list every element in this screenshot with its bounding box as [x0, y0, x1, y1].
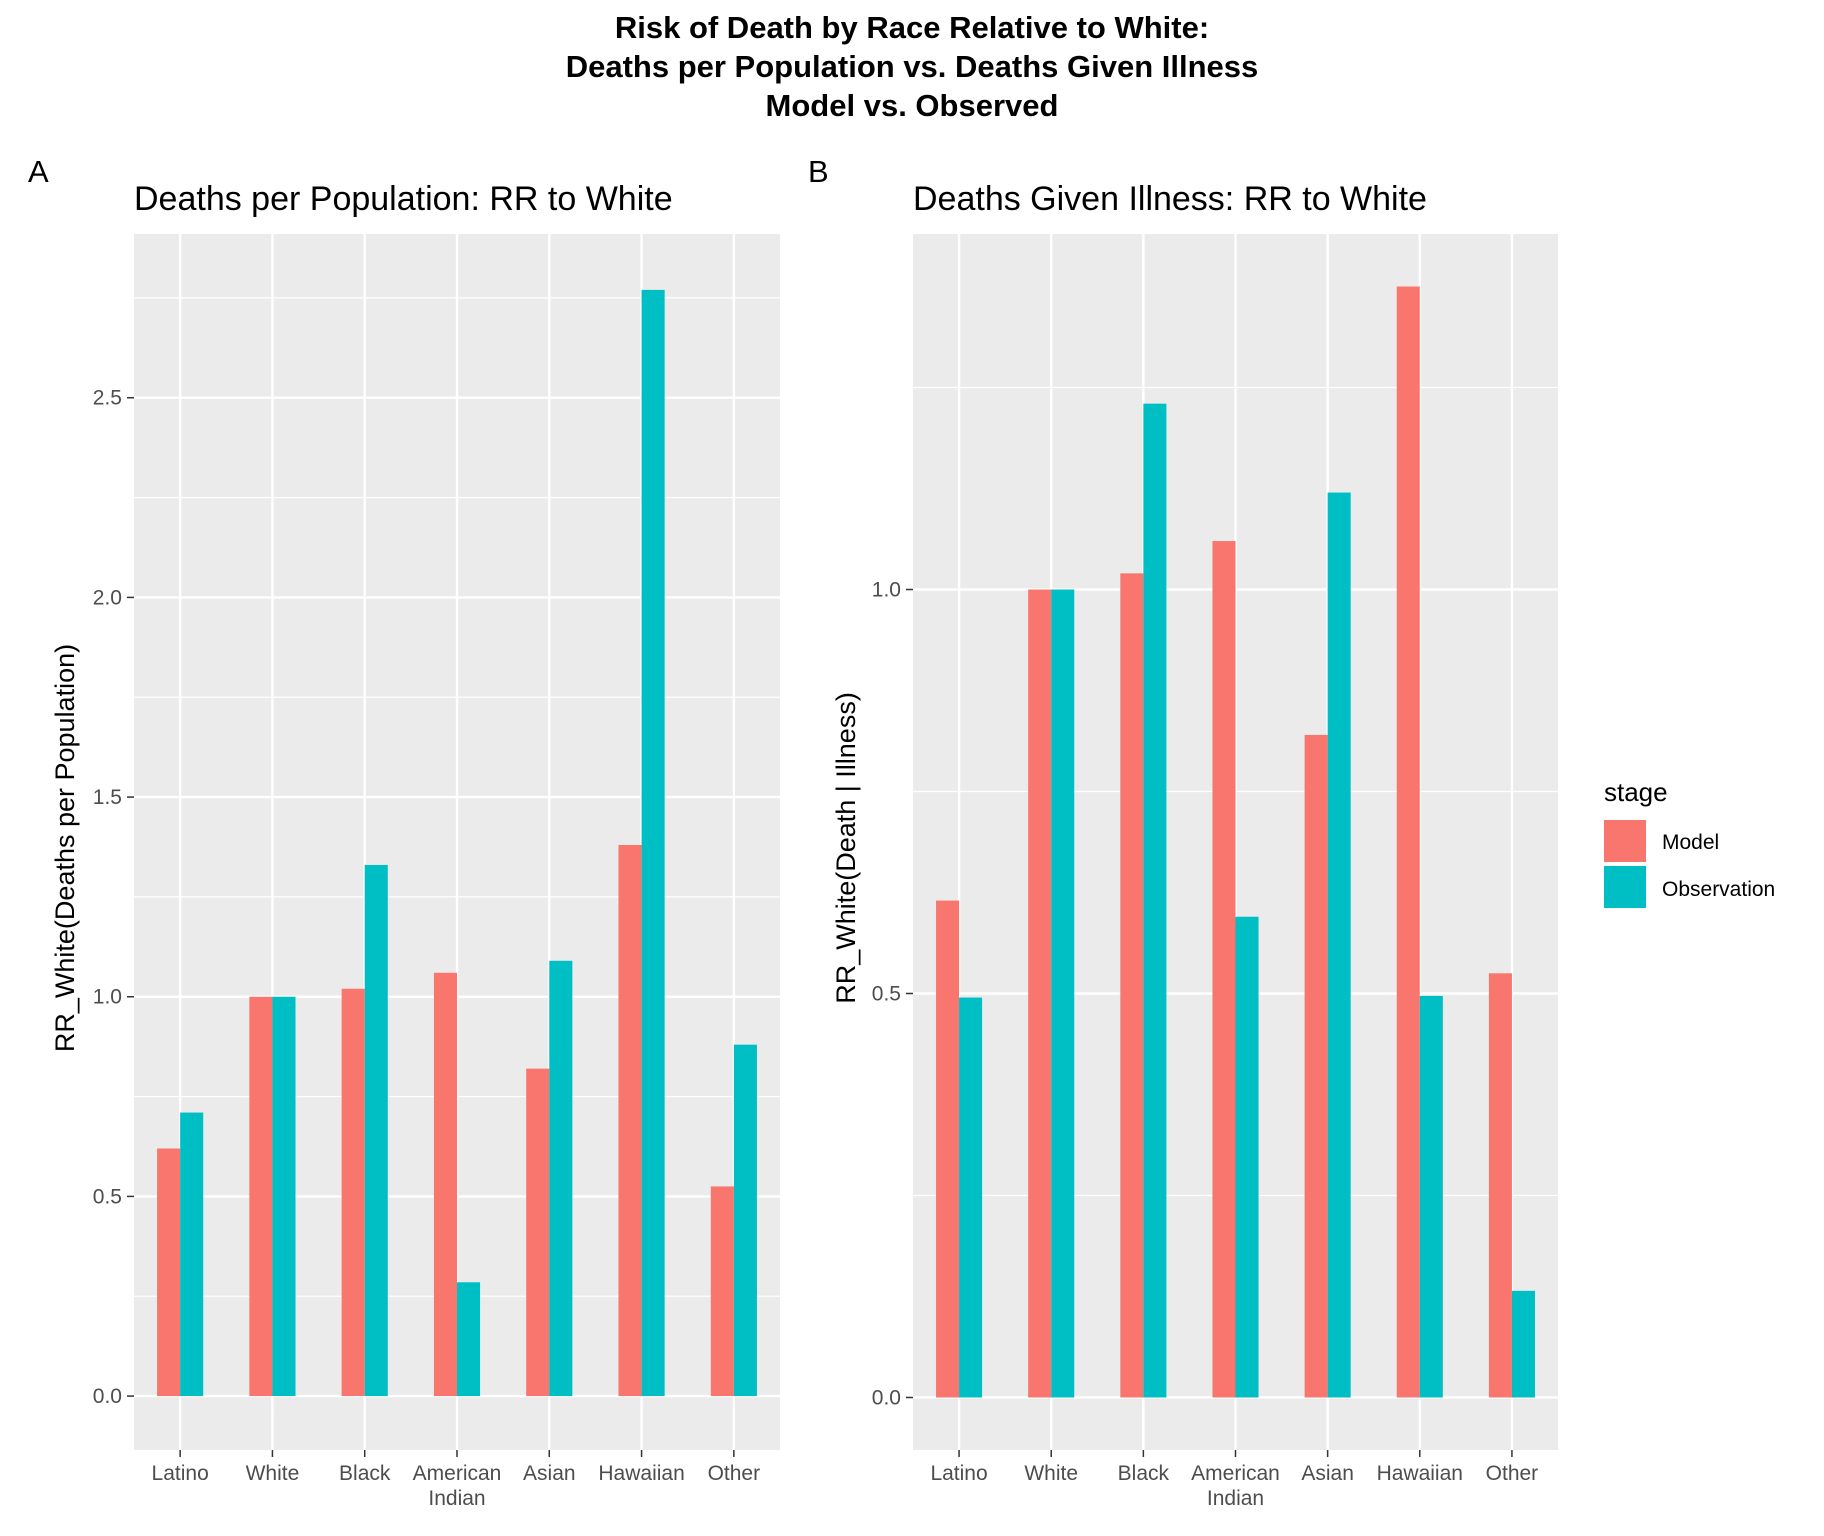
panel-a-x-tick-label: Hawaiian	[598, 1462, 684, 1485]
panel-b-y-tick-label: 0.0	[872, 1386, 901, 1409]
panel-b-x-tick-label: Latino	[930, 1462, 987, 1485]
panel-b-plot-area: 0.0 0.5 1.0 Latino White Black American Indian A…	[872, 234, 1558, 1510]
panel-a-bar-model	[249, 996, 273, 1397]
panel-a-bar-model	[433, 972, 457, 1397]
panel-a-x-tick-label: Black	[339, 1462, 391, 1485]
panel-a: A Deaths per Population: RR to White RR_…	[28, 154, 780, 1510]
panel-a-bar-model	[710, 1186, 734, 1397]
panel-b-tag: B	[808, 154, 829, 189]
panel-a-y-tick-label: 1.0	[93, 986, 122, 1009]
panel-b-x-tick-label: American Indian	[1191, 1462, 1280, 1510]
panel-b: B Deaths Given Illness: RR to White RR_W…	[808, 154, 1558, 1510]
panel-b-bar-observation	[1143, 403, 1167, 1398]
panel-a-y-tick-label: 1.5	[93, 786, 122, 809]
panel-a-bar-model	[341, 988, 365, 1397]
legend-label-model: Model	[1662, 831, 1719, 854]
panel-a-bar-model	[526, 1068, 550, 1397]
legend-swatch-model	[1604, 820, 1646, 862]
panel-b-x-tick-label: Black	[1118, 1462, 1170, 1485]
panel-a-title: Deaths per Population: RR to White	[134, 180, 673, 218]
panel-a-y-axis-label: RR_White(Deaths per Population)	[50, 644, 80, 1052]
panel-b-y-tick-label: 0.5	[872, 982, 901, 1005]
panel-a-bar-model	[618, 844, 642, 1397]
panel-b-bar-observation	[1419, 995, 1443, 1398]
panel-a-x-tick-label: American Indian	[413, 1462, 502, 1510]
panel-a-bar-observation	[272, 996, 296, 1397]
panel-a-bar-observation	[457, 1282, 481, 1397]
panel-a-bar-observation	[549, 960, 573, 1397]
panel-b-bar-model	[936, 900, 960, 1398]
panel-b-x-tick-label: White	[1024, 1462, 1078, 1485]
panel-a-bar-observation	[180, 1112, 204, 1397]
panel-b-bar-model	[1488, 973, 1512, 1398]
panel-a-y-tick-label: 0.0	[93, 1385, 122, 1408]
panel-b-y-axis-label: RR_White(Death | Illness)	[831, 692, 861, 1004]
panel-b-x-tick-label: Asian	[1301, 1462, 1354, 1485]
panel-b-bar-observation	[1511, 1290, 1535, 1398]
legend-swatch-observation	[1604, 866, 1646, 908]
panel-a-y-tick-label: 2.5	[93, 387, 122, 410]
panel-b-bar-observation	[1235, 916, 1259, 1398]
panel-a-bar-model	[157, 1148, 181, 1397]
panel-b-bar-model	[1028, 589, 1052, 1398]
panel-a-plot-area: 0.0 0.5 1.0 1.5 2.0 2.5 Latino White Black Americ…	[93, 234, 780, 1510]
panel-b-title: Deaths Given Illness: RR to White	[913, 180, 1427, 218]
panel-b-x-tick-label: Hawaiian	[1377, 1462, 1463, 1485]
panel-a-x-tick-label: Asian	[523, 1462, 576, 1485]
panel-b-bar-model	[1212, 541, 1236, 1398]
legend-label-observation: Observation	[1662, 878, 1775, 901]
panel-a-bar-observation	[733, 1044, 757, 1397]
chart-title-line-3: Model vs. Observed	[766, 88, 1059, 123]
panel-b-bar-model	[1304, 734, 1328, 1398]
panel-a-bar-observation	[641, 289, 665, 1397]
panel-b-bar-model	[1396, 286, 1420, 1398]
panel-b-bar-model	[1120, 573, 1144, 1398]
panel-b-bar-observation	[1051, 589, 1075, 1398]
chart-title-line-2: Deaths per Population vs. Deaths Given I…	[566, 49, 1259, 84]
legend: stage Model Observation	[1604, 777, 1775, 908]
panel-a-y-tick-label: 2.0	[93, 586, 122, 609]
panel-b-bar-observation	[959, 997, 983, 1398]
panel-a-x-tick-label: White	[246, 1462, 300, 1485]
panel-b-x-tick-label: Other	[1486, 1462, 1539, 1485]
legend-title: stage	[1604, 777, 1668, 807]
panel-a-x-tick-label: Latino	[152, 1462, 209, 1485]
panel-a-x-tick-label: Other	[708, 1462, 761, 1485]
panel-b-y-tick-label: 1.0	[872, 579, 901, 602]
panel-a-y-tick-label: 0.5	[93, 1185, 122, 1208]
panel-a-tag: A	[28, 154, 49, 189]
panel-b-bar-observation	[1327, 492, 1351, 1398]
panel-a-bar-observation	[364, 864, 388, 1397]
chart-title-line-1: Risk of Death by Race Relative to White:	[615, 10, 1209, 45]
